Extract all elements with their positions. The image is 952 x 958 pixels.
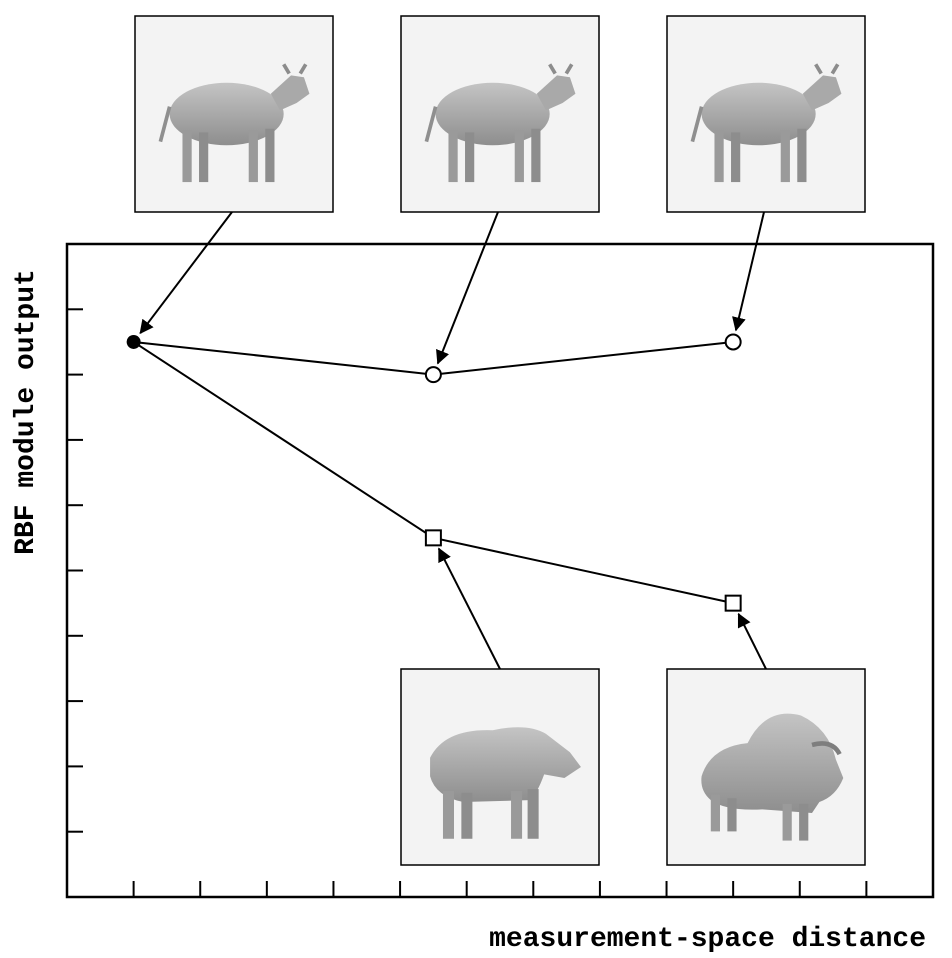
- data-markers: [126, 333, 742, 612]
- thumbnail-cow: [400, 15, 600, 213]
- arrow: [737, 612, 767, 670]
- arrow: [436, 211, 499, 365]
- arrow: [732, 211, 765, 332]
- thumbnail-bull: [400, 668, 600, 866]
- arrow: [437, 547, 501, 670]
- y-axis-ticks: [67, 308, 83, 833]
- x-axis-label: measurement-space distance: [489, 924, 926, 955]
- reference-point: [126, 334, 141, 349]
- x-axis-ticks: [132, 881, 868, 897]
- arrow: [139, 211, 233, 335]
- open-square-point: [424, 529, 442, 547]
- open-circle-point: [724, 333, 742, 351]
- open-circle-point: [424, 366, 442, 384]
- thumbnail-cow: [134, 15, 334, 213]
- y-axis-label: RBF module output: [11, 269, 42, 555]
- thumbnail-bison: [666, 668, 866, 866]
- thumbnail-cow: [666, 15, 866, 213]
- open-square-point: [724, 594, 742, 612]
- thumbnail-arrows: [139, 211, 767, 670]
- thumbnails: [134, 15, 866, 866]
